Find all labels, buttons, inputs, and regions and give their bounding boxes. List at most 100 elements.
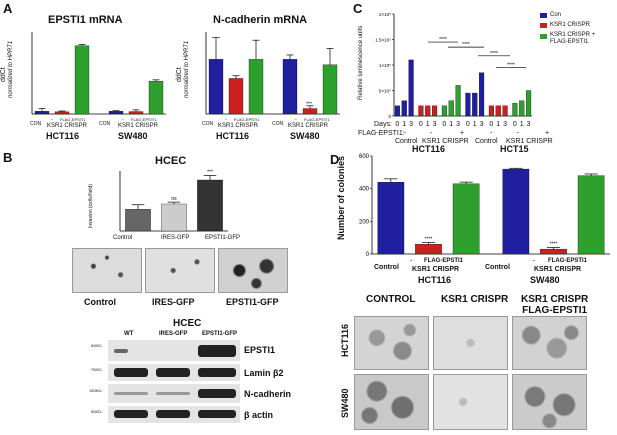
growth-days-label: Days: [374, 121, 392, 128]
blot-marker-3: 150KD- [89, 388, 103, 393]
ncad-bar-chart: *** [205, 32, 340, 115]
blot-marker-1: 50KD- [91, 343, 103, 348]
colony-micrograph-sw480-ksr1 [433, 374, 508, 430]
blot-title: HCEC [173, 318, 202, 329]
ncad-cell-sw480: SW480 [290, 131, 320, 141]
blot-label-epsti1: EPSTI1 [244, 345, 276, 355]
ncad-lane-minus-2: - [295, 117, 297, 123]
growth-day-label-12: 0 [489, 121, 494, 128]
growth-flag-3: + [460, 130, 465, 137]
colony-micrograph-hct116-ksr1-flag [512, 316, 587, 370]
growth-sig-label-0: **** [439, 37, 447, 43]
colony-cell-sw480: SW480 [530, 275, 560, 285]
colony-row-hct116: HCT116 [340, 323, 350, 357]
hcec-bar-chart: ns *** [119, 170, 228, 232]
colony-micrograph-hct116-control [354, 316, 429, 370]
colony-group-1: KSR1 CRISPR [412, 266, 460, 273]
growth-day-label-7: 1 [449, 121, 454, 128]
epsti1-ylabel-sub: normalized to HPRT1 [8, 40, 14, 98]
bar-1 [401, 100, 407, 117]
epsti1-group-1: KSR1 CRISPR [47, 123, 88, 129]
micrograph-control [72, 248, 142, 293]
micro-label-control: Control [84, 297, 116, 307]
blot-label-ncadherin: N-cadherin [244, 389, 292, 399]
blot-strip-epsti1 [108, 340, 240, 361]
growth-day-label-17: 3 [526, 121, 531, 128]
epsti1-lane-minus-1: - [51, 117, 53, 123]
bar-10 [472, 92, 478, 117]
bar-9 [465, 92, 471, 117]
blot-marker-4: 50KD- [91, 409, 103, 414]
growth-flag-1: - [404, 130, 407, 137]
growth-ylabel: Relative luminescence units [358, 25, 364, 100]
colony-sig-4: **** [550, 241, 558, 247]
epsti1-lane-flag-1: FLAG-EPSTI1 [60, 117, 86, 122]
epsti1-lane-con-2: CON [99, 121, 111, 127]
ncad-group-1: KSR1 CRISPR [218, 123, 259, 129]
epsti1-chart-title: EPSTI1 mRNA [48, 14, 123, 26]
y-tick-label-3: 1.5×10⁵ [375, 38, 391, 43]
bar-1 [54, 111, 70, 115]
epsti1-group-2: KSR1 CRISPR [118, 123, 159, 129]
bar-5 [322, 64, 338, 115]
colony-row-sw480: SW480 [340, 388, 350, 418]
bar-1 [228, 78, 244, 115]
bar-15 [512, 103, 518, 117]
growth-group-ksr1-2: KSR1 CRISPR [506, 138, 553, 145]
bar-1 [161, 203, 187, 232]
bar-8 [455, 85, 461, 117]
panel-letter-b: B [3, 150, 13, 165]
hcec-sig-1: ns [171, 196, 177, 202]
colony-cell-hct116: HCT116 [418, 275, 452, 285]
growth-flag-5: - [517, 130, 520, 137]
blot-label-actin: β actin [244, 410, 273, 420]
ncad-lane-con-2: CON [272, 121, 284, 127]
bar-5 [148, 81, 164, 115]
ncad-lane-minus-1: - [225, 117, 227, 123]
blot-lane-epsti1: EPSTI1-GFP [202, 331, 238, 337]
growth-day-label-3: 0 [418, 121, 423, 128]
epsti1-ylabel: ddCt [0, 67, 7, 82]
bar-7 [448, 100, 454, 117]
growth-day-label-6: 0 [442, 121, 447, 128]
colony-lane-control-2: Control [485, 264, 510, 271]
hcec-ylabel: Invasion (cells/field) [88, 184, 94, 228]
growth-day-label-9: 0 [465, 121, 470, 128]
growth-day-label-11: 3 [479, 121, 484, 128]
panel-letter-d: D [330, 152, 340, 167]
ncad-sig-label: *** [306, 101, 312, 107]
growth-flag-2: - [430, 130, 433, 137]
legend-swatch-ksr1-flag [540, 34, 547, 39]
y-tick-label-2: 1×10⁵ [379, 63, 391, 68]
colony-col-ksr1-flag: KSR1 CRISPR FLAG-EPSTI1 [521, 294, 589, 316]
colony-col-control: CONTROL [366, 294, 416, 305]
growth-flag-4: - [490, 130, 493, 137]
bar-11 [479, 72, 485, 117]
ncad-ylabel: ddCt [176, 67, 183, 82]
growth-day-label-16: 1 [519, 121, 524, 128]
bar-2 [74, 45, 90, 115]
growth-sig-label-1: **** [462, 42, 470, 48]
bar-1 [415, 244, 442, 255]
y-tick-label-2: 400 [359, 187, 370, 193]
growth-sig-label-2: **** [490, 51, 498, 57]
hcec-cat-ires: IRES-GFP [161, 235, 190, 241]
blot-strip-actin [108, 406, 240, 423]
bar-0 [394, 105, 400, 117]
legend-swatch-ksr1 [540, 23, 547, 28]
bar-14 [502, 105, 508, 117]
hcec-chart-title: HCEC [155, 155, 187, 167]
bar-3 [108, 111, 124, 115]
colony-lane-flag-1: FLAG-EPSTI1 [424, 258, 464, 264]
bar-13 [495, 105, 501, 117]
colony-col-ksr1: KSR1 CRISPR [441, 294, 509, 305]
growth-group-ksr1-1: KSR1 CRISPR [422, 138, 469, 145]
bar-2 [197, 179, 223, 232]
bar-0 [377, 181, 405, 255]
epsti1-lane-flag-2: FLAG-EPSTI1 [131, 117, 157, 122]
bar-5 [432, 105, 438, 117]
colony-micrograph-sw480-ksr1-flag [512, 374, 587, 430]
y-tick-label-3: 600 [359, 154, 370, 160]
ncad-group-2: KSR1 CRISPR [288, 123, 329, 129]
ncad-lane-flag-2: FLAG-EPSTI1 [304, 117, 330, 122]
